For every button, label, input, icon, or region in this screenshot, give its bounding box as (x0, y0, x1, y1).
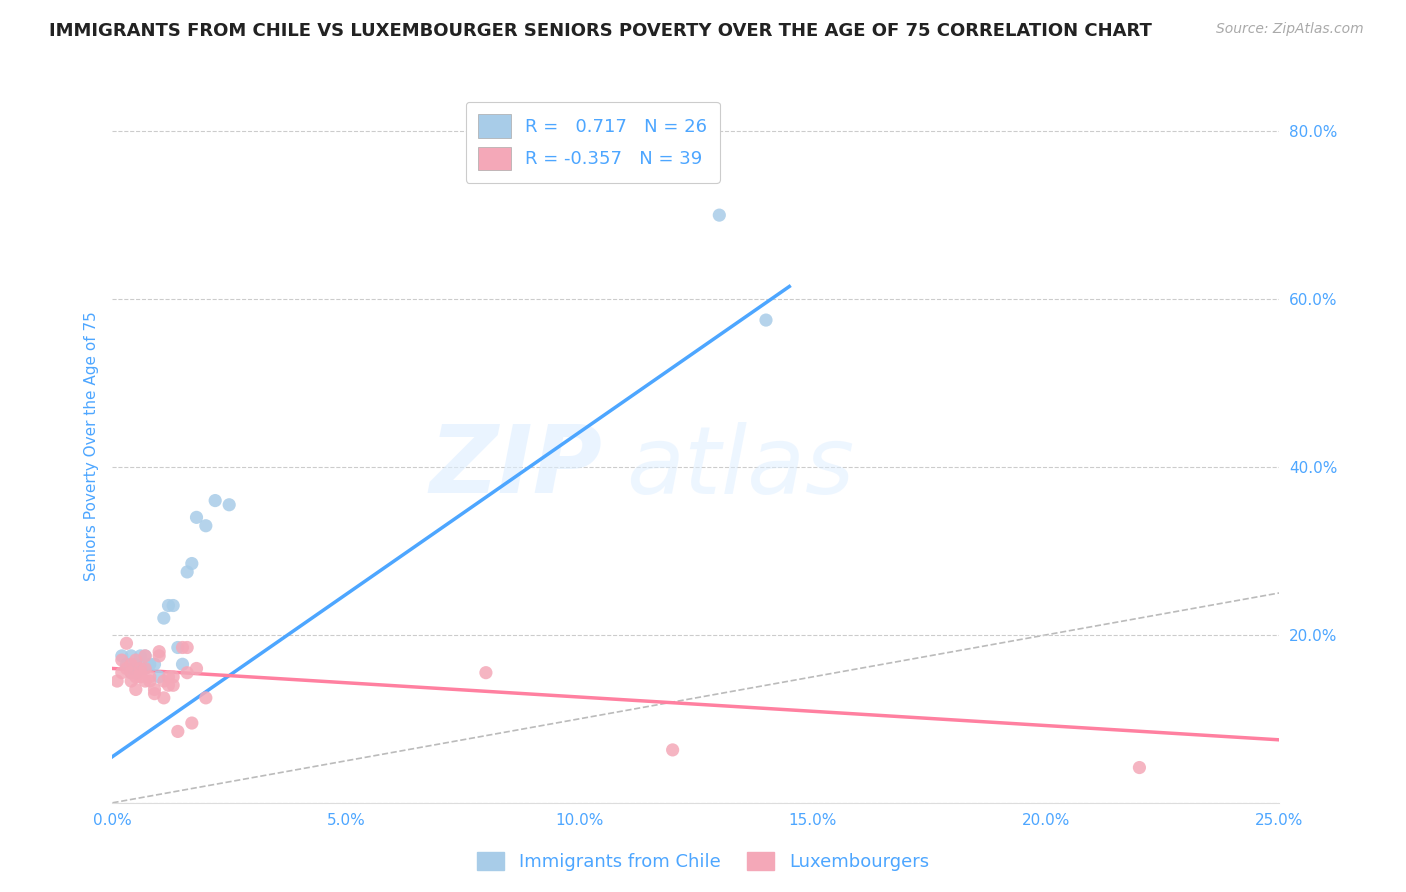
Point (661, 743, 683, 757)
Point (475, 665, 498, 680)
Point (115, 657, 138, 672)
Point (120, 665, 142, 680)
Point (186, 661, 208, 675)
Point (129, 661, 152, 675)
Point (148, 670, 170, 684)
Y-axis label: Seniors Poverty Over the Age of 75: Seniors Poverty Over the Age of 75 (83, 311, 98, 581)
Point (194, 690, 217, 705)
Point (157, 670, 180, 684)
Point (143, 657, 166, 672)
Point (129, 670, 152, 684)
Legend: R =   0.717   N = 26, R = -0.357   N = 39: R = 0.717 N = 26, R = -0.357 N = 39 (465, 102, 720, 183)
Point (139, 670, 162, 684)
Point (115, 661, 138, 675)
Point (166, 640, 188, 655)
Point (111, 653, 134, 667)
Point (153, 690, 176, 705)
Point (139, 674, 162, 689)
Point (186, 510, 208, 524)
Point (139, 657, 162, 672)
Point (166, 724, 188, 739)
Point (755, 313, 778, 327)
Point (148, 645, 170, 659)
Point (143, 682, 166, 697)
Point (204, 493, 226, 508)
Point (218, 498, 240, 512)
Text: IMMIGRANTS FROM CHILE VS LUXEMBOURGER SENIORS POVERTY OVER THE AGE OF 75 CORRELA: IMMIGRANTS FROM CHILE VS LUXEMBOURGER SE… (49, 22, 1152, 40)
Text: ZIP: ZIP (430, 421, 603, 514)
Legend: Immigrants from Chile, Luxembourgers: Immigrants from Chile, Luxembourgers (470, 845, 936, 879)
Point (162, 670, 184, 684)
Point (129, 665, 152, 680)
Point (148, 648, 170, 663)
Point (105, 674, 128, 689)
Point (120, 657, 142, 672)
Point (125, 682, 148, 697)
Point (134, 648, 156, 663)
Point (162, 599, 184, 613)
Point (162, 678, 184, 692)
Point (125, 657, 148, 672)
Point (134, 661, 156, 675)
Text: Source: ZipAtlas.com: Source: ZipAtlas.com (1216, 22, 1364, 37)
Point (134, 648, 156, 663)
Point (709, 208, 731, 222)
Point (157, 678, 180, 692)
Point (194, 518, 217, 533)
Point (1128, 760, 1150, 774)
Point (120, 674, 142, 689)
Point (157, 599, 180, 613)
Text: atlas: atlas (626, 422, 855, 513)
Point (134, 661, 156, 675)
Point (172, 657, 194, 672)
Point (176, 640, 198, 655)
Point (111, 665, 134, 680)
Point (125, 665, 148, 680)
Point (134, 674, 156, 689)
Point (172, 640, 194, 655)
Point (180, 557, 202, 571)
Point (153, 611, 176, 625)
Point (176, 565, 198, 579)
Point (129, 648, 152, 663)
Point (176, 665, 198, 680)
Point (125, 653, 148, 667)
Point (180, 716, 202, 731)
Point (153, 674, 176, 689)
Point (129, 661, 152, 675)
Point (111, 648, 134, 663)
Point (115, 636, 138, 650)
Point (120, 665, 142, 680)
Point (120, 648, 142, 663)
Point (143, 687, 166, 701)
Point (125, 670, 148, 684)
